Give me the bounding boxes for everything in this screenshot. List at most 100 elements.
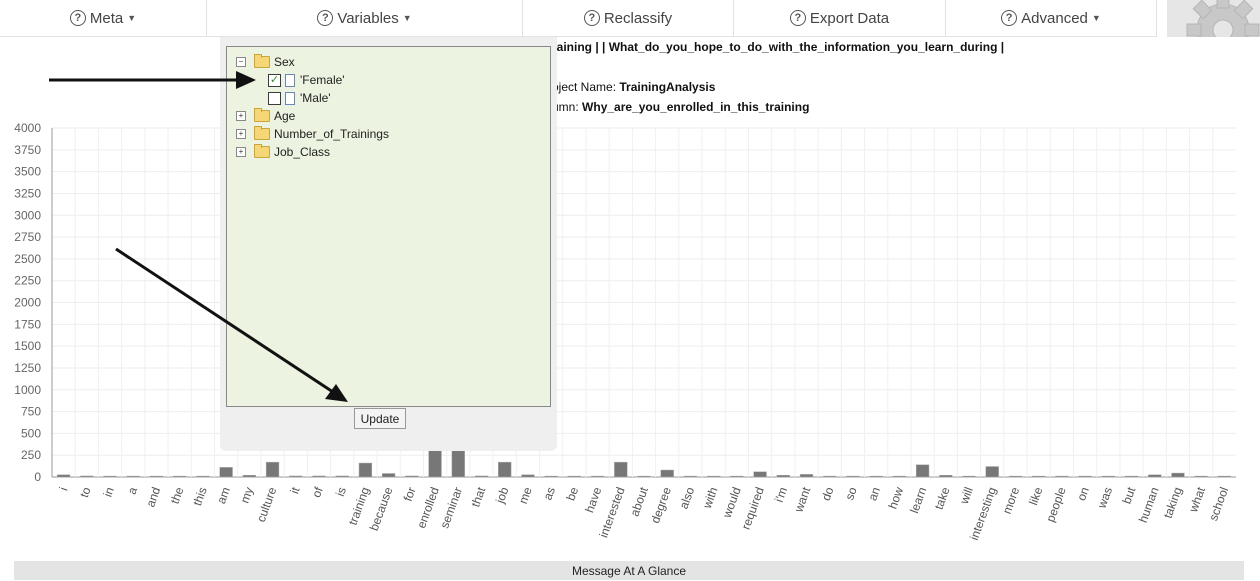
bar-my[interactable]: [243, 475, 256, 477]
y-tick-label: 1250: [14, 361, 41, 375]
x-tick-label: on: [1074, 485, 1092, 502]
bar-would[interactable]: [730, 476, 743, 477]
bar-human[interactable]: [1148, 475, 1161, 477]
bar-do[interactable]: [823, 476, 836, 477]
bar-the[interactable]: [173, 476, 186, 477]
bar-training[interactable]: [359, 463, 372, 477]
y-tick-label: 3250: [14, 186, 41, 200]
file-icon: [285, 92, 295, 105]
y-tick-label: 2000: [14, 296, 41, 310]
bar-it[interactable]: [289, 476, 302, 477]
bar-degree[interactable]: [661, 470, 674, 477]
expand-icon[interactable]: +: [236, 147, 246, 157]
tree-node-sex[interactable]: − Sex: [236, 54, 295, 70]
bar-interesting[interactable]: [986, 467, 999, 477]
variables-menu-button[interactable]: ? Variables ▼: [207, 0, 523, 36]
bar-want[interactable]: [800, 474, 813, 477]
bar-and[interactable]: [150, 476, 163, 477]
tree-node-number-of-trainings[interactable]: + Number_of_Trainings: [236, 126, 389, 142]
bar-to[interactable]: [80, 476, 93, 477]
bar-in[interactable]: [104, 476, 117, 477]
tree-label-age: Age: [274, 109, 295, 123]
help-icon: ?: [70, 10, 86, 26]
bar-with[interactable]: [707, 476, 720, 477]
bar-of[interactable]: [313, 476, 326, 477]
message-at-a-glance-bar[interactable]: Message At A Glance: [14, 561, 1244, 580]
bar-culture[interactable]: [266, 462, 279, 477]
bar-what[interactable]: [1195, 476, 1208, 477]
bar-this[interactable]: [197, 476, 210, 477]
reclassify-button[interactable]: ? Reclassify: [523, 0, 734, 36]
tree-node-female[interactable]: ✓ 'Female': [268, 72, 345, 88]
bar-required[interactable]: [754, 472, 767, 477]
caret-down-icon: ▼: [127, 13, 136, 23]
bar-is[interactable]: [336, 476, 349, 477]
bar-i'm[interactable]: [777, 475, 790, 477]
x-tick-label: what: [1186, 485, 1208, 515]
bar-an[interactable]: [870, 476, 883, 477]
x-tick-label: how: [886, 485, 907, 511]
export-data-button[interactable]: ? Export Data: [734, 0, 946, 36]
tree-node-male[interactable]: 'Male': [268, 90, 331, 106]
tree-label-trainings: Number_of_Trainings: [274, 127, 389, 141]
bar-have[interactable]: [591, 476, 604, 477]
male-checkbox[interactable]: [268, 92, 281, 105]
bar-me[interactable]: [522, 475, 535, 477]
x-tick-label: will: [957, 485, 976, 506]
bar-because[interactable]: [382, 474, 395, 477]
bar-i[interactable]: [57, 475, 70, 477]
y-tick-label: 4000: [14, 121, 41, 135]
bar-as[interactable]: [545, 476, 558, 477]
folder-icon: [254, 110, 270, 122]
bar-be[interactable]: [568, 476, 581, 477]
female-checkbox[interactable]: ✓: [268, 74, 281, 87]
x-tick-label: take: [932, 485, 953, 511]
advanced-label: Advanced: [1021, 10, 1088, 27]
bar-about[interactable]: [638, 476, 651, 477]
tree-node-job-class[interactable]: + Job_Class: [236, 144, 330, 160]
bar-also[interactable]: [684, 476, 697, 477]
bar-more[interactable]: [1009, 476, 1022, 477]
bar-on[interactable]: [1079, 476, 1092, 477]
folder-icon: [254, 56, 270, 68]
bar-job[interactable]: [498, 462, 511, 477]
bar-a[interactable]: [127, 476, 140, 477]
bar-school[interactable]: [1218, 476, 1231, 477]
project-name-label: oject Name:: [552, 80, 616, 94]
x-tick-label: would: [719, 485, 743, 520]
bar-that[interactable]: [475, 476, 488, 477]
bar-taking[interactable]: [1172, 473, 1185, 477]
bar-so[interactable]: [847, 476, 860, 477]
x-tick-label: i'm: [772, 485, 790, 504]
variables-label: Variables: [337, 10, 398, 27]
tree-node-age[interactable]: + Age: [236, 108, 295, 124]
expand-icon[interactable]: +: [236, 129, 246, 139]
bar-but[interactable]: [1125, 476, 1138, 477]
bar-learn[interactable]: [916, 465, 929, 477]
bar-take[interactable]: [939, 475, 952, 477]
collapse-icon[interactable]: −: [236, 57, 246, 67]
x-tick-label: as: [540, 485, 557, 502]
bar-interested[interactable]: [614, 462, 627, 477]
bar-will[interactable]: [963, 476, 976, 477]
x-tick-label: for: [401, 485, 419, 503]
bar-people[interactable]: [1055, 476, 1068, 477]
project-name-line: oject Name: TrainingAnalysis: [552, 80, 715, 94]
bar-am[interactable]: [220, 467, 233, 477]
bar-was[interactable]: [1102, 476, 1115, 477]
x-tick-label: required: [739, 485, 767, 531]
x-tick-label: people: [1043, 485, 1069, 524]
bar-how[interactable]: [893, 476, 906, 477]
meta-menu-button[interactable]: ? Meta ▼: [0, 0, 207, 36]
advanced-menu-button[interactable]: ? Advanced ▼: [946, 0, 1157, 36]
help-icon: ?: [790, 10, 806, 26]
x-tick-label: training: [346, 485, 373, 527]
x-tick-label: that: [468, 485, 488, 509]
settings-gear-button[interactable]: [1167, 0, 1260, 37]
bar-like[interactable]: [1032, 476, 1045, 477]
x-tick-label: an: [865, 485, 883, 502]
file-icon: [285, 74, 295, 87]
update-button[interactable]: Update: [354, 408, 406, 429]
expand-icon[interactable]: +: [236, 111, 246, 121]
bar-for[interactable]: [405, 476, 418, 477]
